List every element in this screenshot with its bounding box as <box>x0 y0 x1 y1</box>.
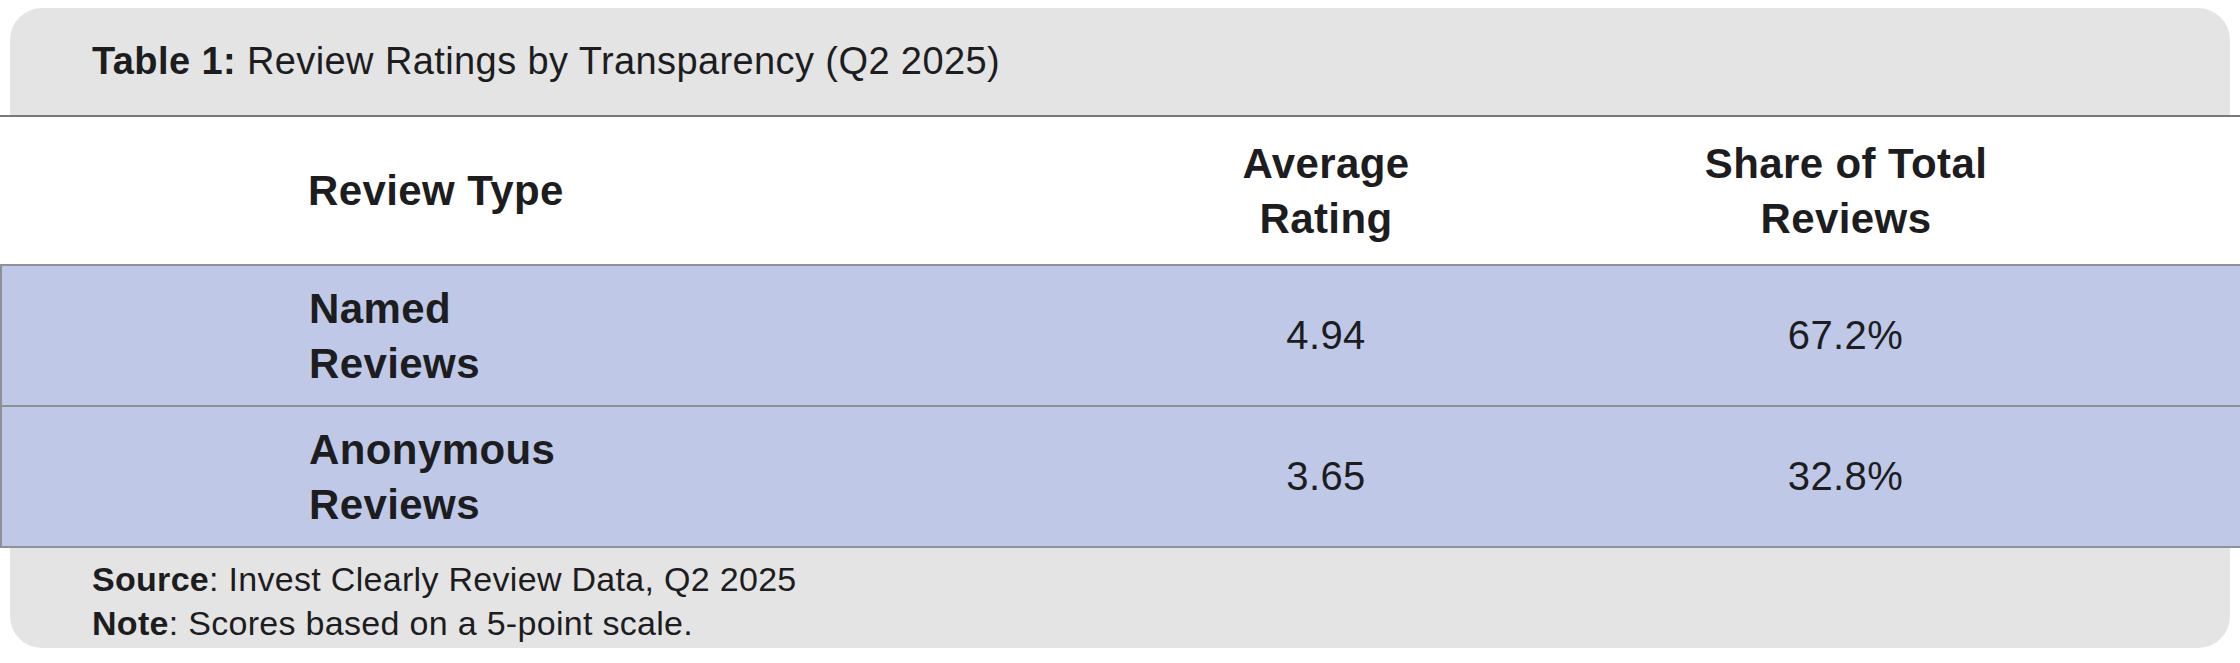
cell-anonymous-share: 32.8% <box>1561 406 2240 547</box>
cell-anonymous-line2: Reviews <box>309 477 1091 532</box>
header-share-of-total-line2: Reviews <box>1561 191 2131 246</box>
cell-anonymous-reviews-label: Anonymous Reviews <box>1 406 1091 547</box>
cell-anonymous-line1: Anonymous <box>309 422 1091 477</box>
cell-named-share: 67.2% <box>1561 265 2240 406</box>
table-title: Table 1: Review Ratings by Transparency … <box>92 40 1000 83</box>
cell-named-line1: Named <box>309 281 1091 336</box>
cell-named-average-rating: 4.94 <box>1091 265 1561 406</box>
table-header-row: Review Type Average Rating Share of Tota… <box>1 117 2240 265</box>
header-review-type: Review Type <box>1 117 1091 265</box>
footnote-source: Source: Invest Clearly Review Data, Q2 2… <box>92 557 2230 601</box>
table-title-label: Table 1: <box>92 40 236 82</box>
header-average-rating-line1: Average <box>1091 136 1561 191</box>
cell-named-reviews-label: Named Reviews <box>1 265 1091 406</box>
table-figure-card: Table 1: Review Ratings by Transparency … <box>0 8 2240 663</box>
table-title-band: Table 1: Review Ratings by Transparency … <box>10 8 2230 115</box>
cell-named-line2: Reviews <box>309 336 1091 391</box>
header-review-type-label: Review Type <box>308 163 1091 218</box>
footnote-note-text: : Scores based on a 5-point scale. <box>169 604 693 642</box>
table-row-anonymous-reviews: Anonymous Reviews 3.65 32.8% <box>1 406 2240 547</box>
footnote-source-text: : Invest Clearly Review Data, Q2 2025 <box>209 560 796 598</box>
footnote-note: Note: Scores based on a 5-point scale. <box>92 601 2230 645</box>
review-ratings-table: Review Type Average Rating Share of Tota… <box>0 117 2240 548</box>
header-average-rating-line2: Rating <box>1091 191 1561 246</box>
footnote-note-label: Note <box>92 604 169 642</box>
cell-anonymous-average-rating: 3.65 <box>1091 406 1561 547</box>
header-average-rating: Average Rating <box>1091 117 1561 265</box>
table-row-named-reviews: Named Reviews 4.94 67.2% <box>1 265 2240 406</box>
table-title-text: Review Ratings by Transparency (Q2 2025) <box>236 40 1000 82</box>
header-share-of-total: Share of Total Reviews <box>1561 117 2240 265</box>
table-footnote-band: Source: Invest Clearly Review Data, Q2 2… <box>10 548 2230 648</box>
header-share-of-total-line1: Share of Total <box>1561 136 2131 191</box>
footnote-source-label: Source <box>92 560 209 598</box>
